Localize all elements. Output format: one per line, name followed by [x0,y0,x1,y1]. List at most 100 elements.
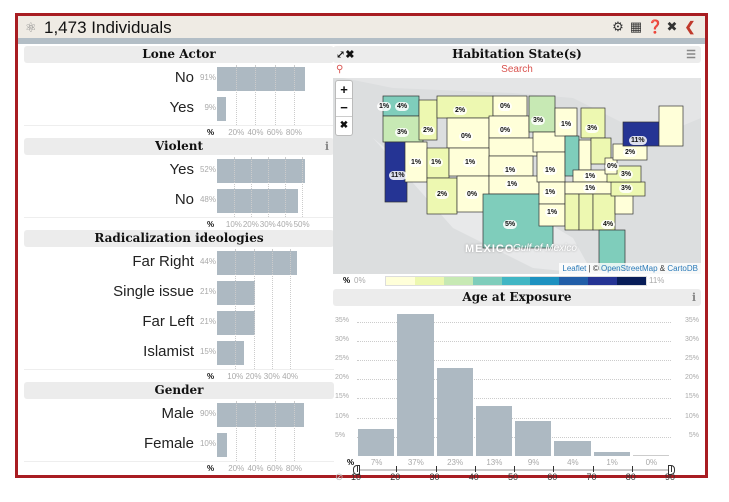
state-label-ut: 1% [429,158,444,167]
collapse-icon[interactable]: ❮ [684,19,696,34]
state-label-or: 3% [395,128,410,137]
help-icon[interactable]: ❓ [647,19,664,34]
axis-unit: % [207,372,215,381]
bar[interactable] [217,403,304,427]
y-gridline [357,340,671,342]
bar-label: Single issue [113,283,194,300]
shrink-expand-icon[interactable]: ⤢✖ [336,48,355,61]
gridline [236,65,238,125]
bar-row[interactable]: Far Left 21% [24,309,334,337]
bar-row[interactable]: Female 10% [24,431,334,459]
bar-value-label: 23% [447,458,464,467]
state-mn[interactable] [528,95,556,133]
state-in[interactable] [578,139,592,171]
bar-label: Yes [169,161,194,178]
histogram-bar[interactable] [397,314,434,456]
bar[interactable] [217,189,299,213]
bar-label: Male [161,405,194,422]
legend-swatch [588,277,618,285]
gear-icon[interactable]: ⚙ [612,19,624,34]
bar[interactable] [217,251,298,275]
axis-tick: 30% [259,220,276,229]
legend-swatch [617,277,647,285]
gridline [235,249,237,369]
gridline [255,401,257,461]
state-mi[interactable] [580,107,606,139]
fullscreen-icon[interactable]: ✖ [339,120,349,131]
attribution-amp: & [657,264,668,273]
x-tick-mark [396,466,398,472]
state-label-hi: 1% [377,102,392,111]
histogram-bar[interactable] [358,429,395,456]
gender-title: Gender [154,383,204,397]
violent-title: Violent [154,139,204,153]
gridline [267,157,269,217]
bar[interactable] [217,341,245,365]
bar-value-label: 13% [486,458,503,467]
reset-filter-icon[interactable]: ⊘ [335,472,344,483]
bar[interactable] [217,159,305,183]
state-oh[interactable] [590,137,612,165]
y-tick-label: 20% [335,374,350,382]
carto-link[interactable]: CartoDB [667,264,698,273]
state-ne2[interactable] [658,105,684,147]
osm-link[interactable]: OpenStreetMap [601,264,658,273]
info-icon[interactable]: i [691,291,696,304]
bar-row[interactable]: No 48% [24,187,334,215]
histogram-bar[interactable] [593,452,630,456]
bar-row[interactable]: Yes 52% [24,157,334,185]
bar[interactable] [217,433,227,457]
bar-label: Yes [169,99,194,116]
gender-panel-header: Gender [24,382,334,399]
x-tick-mark [357,466,358,472]
histogram-bar[interactable] [515,421,552,456]
legend-max: 11% [649,276,665,285]
left-slider-handle[interactable] [353,465,360,475]
axis-tick: 60% [266,464,283,473]
state-label-tn: 1% [583,184,598,193]
histogram-bar[interactable] [475,406,512,456]
bar-percent: 90% [199,409,216,418]
search-input[interactable]: Search [501,64,533,75]
histogram-bar[interactable] [436,367,473,456]
bar-row[interactable]: Single issue 21% [24,279,334,307]
map-view[interactable]: 4% 3% 11% 2% 2% 0% 0% 0% 1% 1% 1% 2% 0% 1% 1% 5% 3% 1% 3% 1… [333,78,701,274]
state-al[interactable] [578,193,594,231]
histogram-bar[interactable] [554,440,591,456]
zoom-in-button[interactable]: + [336,81,352,99]
state-ne[interactable] [488,137,538,157]
table-icon[interactable]: ▦ [629,19,643,34]
search-bar[interactable]: ⚲ Search [333,64,701,78]
state-label-sd: 0% [498,126,513,135]
age-histogram: 5% 5% 10% 10% 15% 15% 20% 20% 25% 25% 30% 30% 35% 35%… [333,308,701,483]
axis-tick: 80% [285,464,302,473]
state-ms[interactable] [564,193,580,231]
gridline [293,65,295,125]
bar-row[interactable]: Far Right 44% [24,249,334,277]
expand-icon[interactable]: ✖ [666,19,678,34]
bar-row[interactable]: Islamist 15% [24,339,334,367]
y-tick-label: 25% [684,355,699,363]
state-sc[interactable] [614,193,634,215]
x-tick-label: 20 [390,472,401,482]
axis-unit: % [207,220,215,229]
zoom-out-button[interactable]: − [336,99,352,117]
histogram-bar[interactable] [632,455,669,456]
bar-row[interactable]: No 91% [24,65,334,93]
info-icon[interactable]: i [324,140,329,153]
bar-axis: % 20% 40% 60% 80% [24,461,334,473]
bar-row[interactable]: Male 90% [24,401,334,429]
bar[interactable] [217,67,305,91]
axis-tick: 40% [247,128,264,137]
y-tick-label: 10% [684,412,699,420]
x-tick-label: 90 [665,472,676,482]
axis-tick: 20% [245,372,262,381]
gridline [233,157,235,217]
bar-percent: 91% [199,73,216,82]
bar-row[interactable]: Yes 9% [24,95,334,123]
list-icon[interactable]: ☰ [686,48,696,61]
leaflet-link[interactable]: Leaflet [562,264,587,273]
bar-percent: 48% [199,195,216,204]
legend-min: 0% [354,276,366,285]
bar[interactable] [217,97,226,121]
